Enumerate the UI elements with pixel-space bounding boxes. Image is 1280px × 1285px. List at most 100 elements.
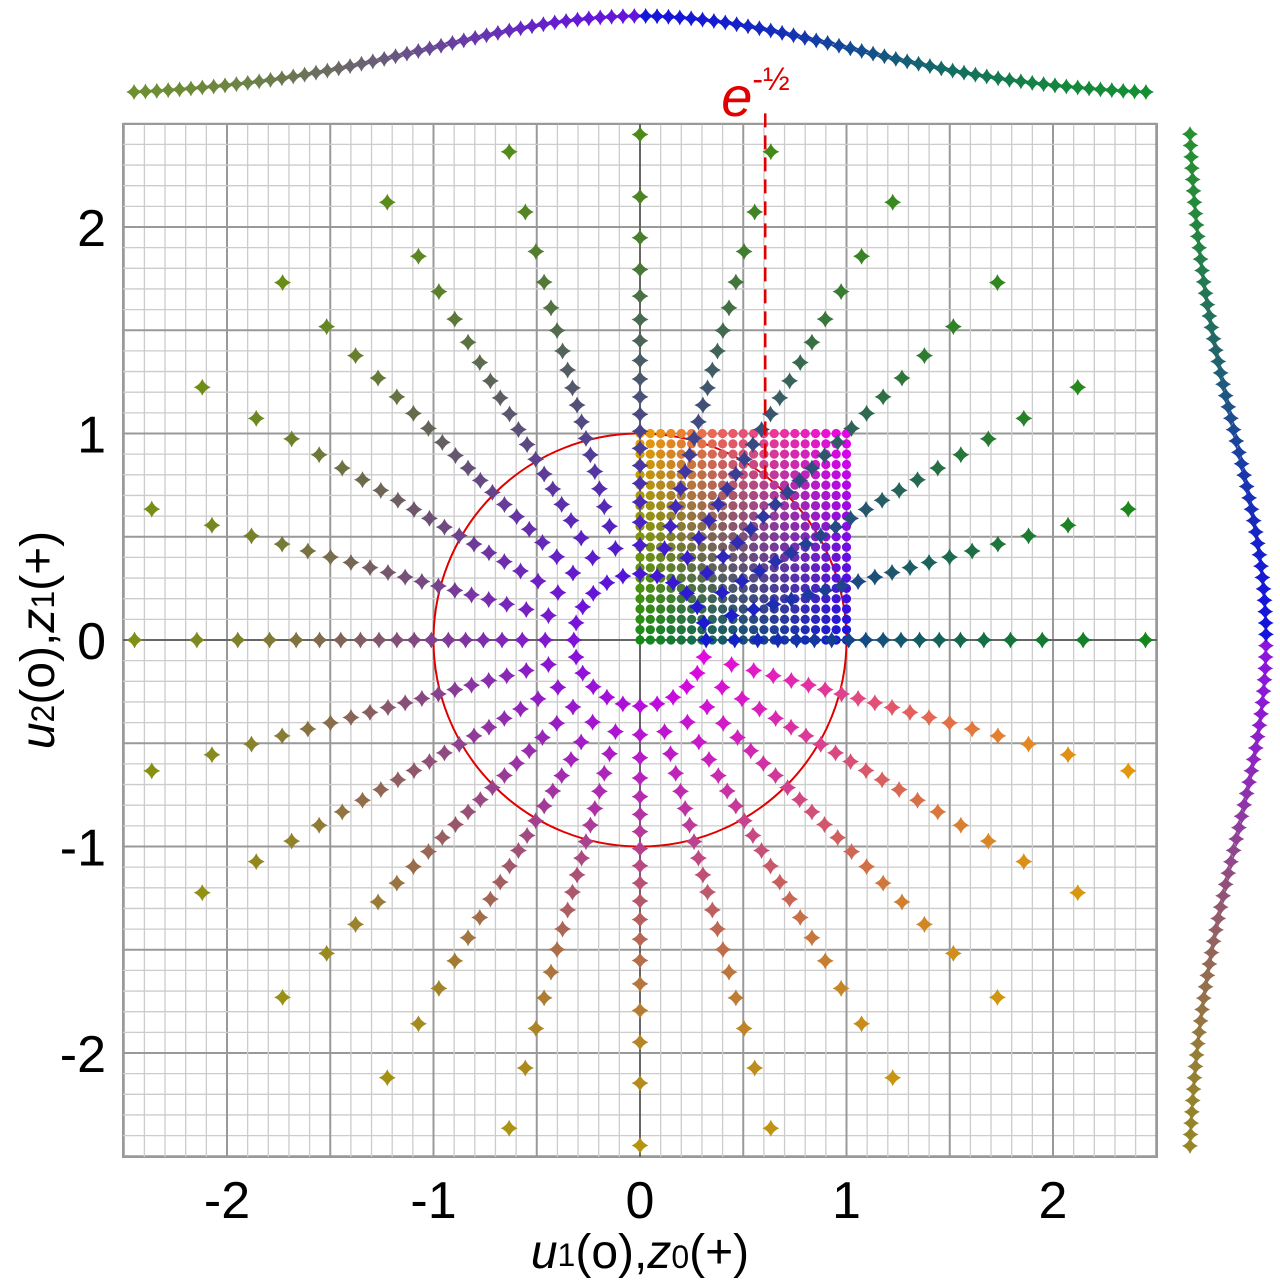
transformed-star — [463, 676, 481, 694]
transformed-star — [311, 631, 329, 649]
transformed-star — [631, 370, 649, 388]
grid-point — [635, 604, 645, 614]
grid-point — [748, 583, 759, 593]
grid-point — [656, 604, 666, 614]
grid-point — [748, 573, 759, 583]
grid-point — [666, 604, 676, 614]
grid-point — [759, 480, 769, 490]
grid-point — [769, 625, 779, 635]
grid-point — [821, 439, 831, 449]
transformed-star — [554, 920, 572, 938]
transformed-star — [501, 857, 519, 875]
grid-point — [800, 521, 810, 532]
transformed-star — [678, 584, 696, 602]
top-marginal-star — [501, 22, 518, 39]
transformed-star — [929, 459, 947, 477]
grid-point — [718, 625, 728, 635]
transformed-star — [631, 457, 649, 475]
grid-point — [821, 573, 831, 583]
grid-point — [635, 583, 645, 593]
transformed-star — [509, 842, 527, 860]
transformed-star — [459, 333, 477, 351]
grid-point — [687, 635, 697, 645]
grid-point — [779, 563, 790, 573]
grid-point — [666, 449, 676, 459]
right-marginal-star — [1255, 683, 1272, 700]
transformed-star — [866, 568, 884, 586]
grid-point — [707, 532, 717, 542]
grid-point — [635, 552, 645, 563]
right-marginal-star — [1212, 364, 1229, 381]
transformed-star — [782, 672, 800, 690]
transformed-star — [952, 446, 970, 464]
grid-point — [738, 511, 748, 521]
transformed-star — [1074, 631, 1092, 649]
grid-point — [697, 594, 707, 604]
transformed-star — [771, 873, 789, 891]
grid-point — [728, 501, 738, 511]
grid-point — [810, 511, 821, 521]
transformed-star — [661, 517, 679, 535]
top-marginal-star — [614, 8, 631, 25]
transformed-star — [723, 656, 741, 674]
grid-point — [800, 614, 810, 624]
grid-point — [645, 552, 655, 563]
grid-point — [666, 470, 676, 480]
y-tick-label: -2 — [60, 1026, 106, 1084]
grid-point — [831, 552, 841, 563]
transformed-star — [631, 405, 649, 423]
transformed-star — [614, 695, 632, 713]
grid-point — [738, 428, 748, 439]
grid-point — [707, 542, 717, 552]
top-marginal-star — [285, 68, 302, 85]
grid-point — [738, 604, 748, 614]
transformed-star — [261, 631, 279, 649]
grid-point — [738, 625, 748, 635]
grid-point — [707, 625, 717, 635]
right-marginal-star — [1220, 398, 1237, 415]
grid-point — [666, 439, 676, 449]
grid-point — [748, 490, 759, 501]
transformed-star — [595, 498, 613, 516]
transformed-star — [495, 709, 513, 727]
grid-point — [645, 542, 655, 552]
transformed-star — [631, 726, 649, 744]
transformed-star — [527, 812, 545, 830]
right-marginal-star — [1257, 637, 1274, 654]
grid-point — [738, 501, 748, 511]
grid-point — [635, 635, 645, 645]
grid-point — [645, 625, 655, 635]
grid-point — [790, 573, 800, 583]
grid-point — [810, 573, 821, 583]
top-marginal-star — [251, 73, 268, 90]
transformed-star — [508, 508, 526, 526]
x-tick-label: -2 — [204, 1172, 250, 1230]
grid-point — [687, 625, 697, 635]
transformed-star — [347, 347, 365, 365]
transformed-star — [631, 1074, 649, 1092]
top-marginal-star — [808, 32, 825, 49]
transformed-star — [742, 520, 760, 538]
top-marginal-star — [126, 84, 143, 101]
grid-point — [707, 552, 717, 563]
transformed-star — [690, 733, 708, 751]
right-marginal-star — [1251, 717, 1268, 734]
transformed-star — [430, 283, 448, 301]
grid-point — [645, 449, 655, 459]
right-marginal-star — [1186, 1069, 1203, 1086]
grid-point — [841, 521, 852, 532]
transformed-star — [491, 389, 509, 407]
top-marginal-star — [398, 45, 415, 62]
grid-point — [697, 470, 707, 480]
right-marginal-star — [1230, 819, 1247, 836]
top-marginal-star — [671, 9, 688, 26]
grid-point — [676, 563, 686, 573]
transformed-star — [542, 963, 560, 981]
transformed-star — [535, 465, 553, 483]
transformed-star — [779, 779, 797, 797]
transformed-star — [614, 567, 632, 585]
transformed-star — [372, 481, 390, 499]
top-marginal-star — [148, 82, 165, 99]
transformed-star — [832, 979, 850, 997]
transformed-star — [420, 753, 438, 771]
